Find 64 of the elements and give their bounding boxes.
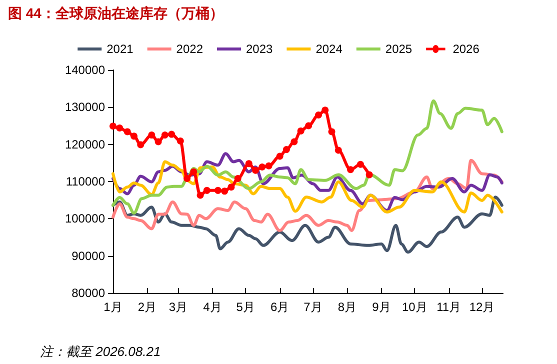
point xyxy=(290,138,298,146)
point xyxy=(245,160,252,168)
point xyxy=(228,184,235,191)
point xyxy=(282,146,290,154)
legend-label: 2023 xyxy=(246,42,274,56)
point xyxy=(265,162,272,170)
line-series xyxy=(112,99,504,215)
x-tick-label: 1月 xyxy=(104,300,122,314)
point xyxy=(276,152,284,160)
x-tick-label: 10月 xyxy=(402,300,428,314)
point xyxy=(161,132,168,139)
point xyxy=(190,168,198,176)
legend-label: 2024 xyxy=(316,42,343,56)
y-tick-label: 120000 xyxy=(64,137,106,152)
x-tick-label: 11月 xyxy=(436,300,462,314)
point xyxy=(137,141,144,148)
point xyxy=(176,137,184,144)
point xyxy=(347,166,354,174)
point xyxy=(297,127,304,134)
point xyxy=(196,192,204,199)
y-tick-label: 110000 xyxy=(66,174,106,188)
legend-label: 2021 xyxy=(106,42,134,56)
y-tick-label: 130000 xyxy=(64,100,106,114)
line-series xyxy=(112,196,504,254)
x-tick-label: 3月 xyxy=(168,300,188,314)
y-tick-label: 140000 xyxy=(64,63,106,77)
x-tick-label: 6月 xyxy=(270,300,290,314)
point xyxy=(116,124,124,132)
point xyxy=(328,128,336,136)
point xyxy=(315,111,322,118)
point xyxy=(124,128,131,136)
x-tick-label: 12月 xyxy=(469,300,495,314)
point xyxy=(258,164,266,171)
x-tick-label: 5月 xyxy=(236,300,255,314)
point xyxy=(148,132,156,139)
point xyxy=(184,175,191,182)
point xyxy=(214,186,222,194)
x-tick-label: 4月 xyxy=(203,300,222,314)
point xyxy=(154,138,162,146)
point xyxy=(305,122,312,130)
y-tick-label: 90000 xyxy=(72,248,106,263)
legend-label: 2026 xyxy=(452,42,480,56)
point xyxy=(252,166,260,174)
point xyxy=(366,171,373,178)
point xyxy=(168,130,176,138)
point xyxy=(234,175,242,182)
point xyxy=(356,160,364,168)
legend-label: 2025 xyxy=(385,42,412,56)
point xyxy=(203,186,210,194)
x-tick-label: 9月 xyxy=(372,300,391,314)
point xyxy=(322,106,329,114)
chart-title: 图 44：全球原油在途库存（万桶） xyxy=(8,5,224,21)
x-tick-label: 7月 xyxy=(304,300,322,314)
point xyxy=(130,132,138,140)
point xyxy=(110,122,116,130)
point xyxy=(334,146,342,154)
text: 注：截至 2026.08.21 xyxy=(40,344,161,359)
legend-label: 2022 xyxy=(176,42,204,56)
point xyxy=(221,188,228,195)
x-tick-label: 8月 xyxy=(338,300,357,314)
y-tick-label: 100000 xyxy=(64,212,106,226)
x-tick-label: 2月 xyxy=(138,300,157,314)
line-series xyxy=(112,160,504,214)
y-tick-label: 80000 xyxy=(72,286,106,300)
